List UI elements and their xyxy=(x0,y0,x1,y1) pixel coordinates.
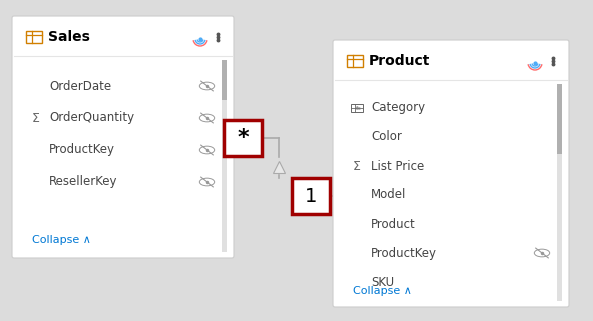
Text: ResellerKey: ResellerKey xyxy=(49,176,117,188)
Text: Collapse ∧: Collapse ∧ xyxy=(353,286,412,296)
Text: OrderQuantity: OrderQuantity xyxy=(49,111,134,125)
Text: Product: Product xyxy=(369,54,431,68)
Bar xyxy=(222,60,227,252)
Text: SKU: SKU xyxy=(371,275,394,289)
FancyBboxPatch shape xyxy=(12,16,234,258)
Bar xyxy=(352,104,362,112)
Bar xyxy=(26,31,42,43)
Text: 1: 1 xyxy=(305,187,317,205)
Text: Σ: Σ xyxy=(353,160,361,172)
Text: Product: Product xyxy=(371,218,416,230)
Text: Model: Model xyxy=(371,188,406,202)
Text: ProductKey: ProductKey xyxy=(49,143,115,157)
Text: ProductKey: ProductKey xyxy=(371,247,437,259)
Bar xyxy=(557,84,562,301)
Bar xyxy=(292,178,330,214)
Bar xyxy=(222,60,227,100)
Text: List Price: List Price xyxy=(371,160,424,172)
Text: Sales: Sales xyxy=(48,30,90,44)
Text: *: * xyxy=(237,128,249,148)
Text: OrderDate: OrderDate xyxy=(49,80,111,92)
Text: Collapse ∧: Collapse ∧ xyxy=(32,235,91,245)
Text: fx: fx xyxy=(356,106,362,111)
FancyBboxPatch shape xyxy=(333,40,569,307)
Text: Category: Category xyxy=(371,101,425,115)
Bar xyxy=(557,84,562,154)
Text: Color: Color xyxy=(371,131,402,143)
Bar xyxy=(347,55,363,67)
Text: Σ: Σ xyxy=(32,111,40,125)
Bar xyxy=(224,120,262,156)
